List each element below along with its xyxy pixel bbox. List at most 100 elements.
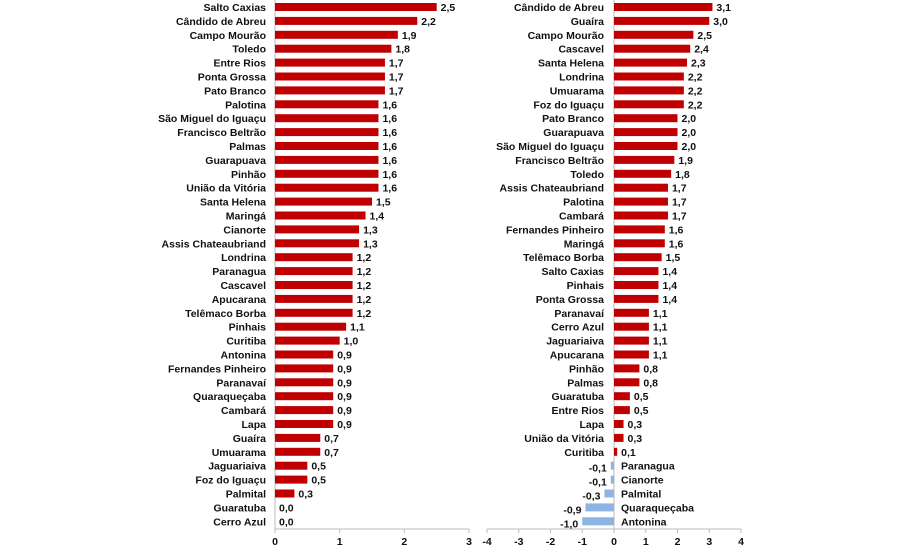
bar [614, 350, 649, 359]
bar [275, 378, 334, 387]
data-label: 1,4 [662, 280, 677, 292]
data-label: 2,0 [682, 113, 697, 125]
bar [614, 225, 665, 234]
data-label: 1,6 [382, 155, 397, 167]
bar [614, 433, 624, 442]
category-label: Entre Rios [551, 405, 604, 417]
category-label: Guarapuava [205, 155, 266, 167]
bar [614, 58, 688, 67]
bar [275, 142, 379, 150]
data-label: 1,3 [363, 238, 378, 250]
bar [614, 253, 662, 262]
data-label: 2,3 [691, 58, 706, 70]
bar [614, 100, 684, 109]
category-label: Foz do Iguaçu [533, 99, 604, 111]
x-tick-label: -4 [482, 536, 491, 548]
bar [275, 44, 392, 53]
data-label: 1,2 [357, 252, 372, 264]
data-label: 0,9 [337, 363, 352, 375]
data-label: 2,5 [697, 30, 712, 42]
data-label: 0,9 [337, 405, 352, 417]
data-label: 1,1 [653, 336, 668, 348]
bar [275, 128, 379, 137]
bar [614, 294, 659, 303]
category-label: Entre Rios [213, 58, 266, 70]
x-tick-label: 0 [272, 536, 278, 548]
category-label: Umuarama [550, 85, 604, 97]
bar [614, 142, 678, 150]
category-label: Paranagua [212, 266, 266, 278]
category-label: Cianorte [223, 224, 266, 236]
bar [275, 239, 360, 248]
category-label: Santa Helena [200, 197, 266, 209]
data-label: 1,4 [662, 294, 677, 306]
category-label: Toledo [232, 44, 266, 56]
category-label: Palmas [567, 377, 604, 389]
category-label: Pinhais [229, 322, 267, 334]
category-label: Guarapuava [543, 127, 604, 139]
bar-negative [582, 517, 614, 526]
x-tick-label: 4 [738, 536, 744, 548]
category-label: Guaratuba [551, 391, 604, 403]
bar [275, 336, 340, 345]
data-label: 1,9 [402, 30, 417, 42]
bar [275, 406, 334, 415]
bar [614, 44, 691, 53]
category-label: Cândido de Abreu [514, 2, 604, 14]
category-label: Salto Caxias [204, 2, 267, 14]
data-label: -0,1 [589, 463, 607, 475]
x-tick-label: 1 [643, 536, 649, 548]
category-label: Apucarana [550, 350, 604, 362]
data-label: 1,6 [382, 127, 397, 139]
category-label: Paranagua [621, 461, 675, 473]
category-label: Santa Helena [538, 58, 604, 70]
bar [275, 183, 379, 192]
bar [614, 392, 630, 401]
bar-negative [610, 461, 614, 470]
data-label: 1,6 [382, 183, 397, 195]
category-label: Maringá [564, 238, 604, 250]
category-label: Maringá [226, 211, 266, 223]
data-label: 0,9 [337, 377, 352, 389]
data-label: -0,3 [582, 491, 600, 503]
category-label: Quaraqueçaba [193, 391, 266, 403]
data-label: 1,2 [357, 266, 372, 278]
x-tick-label: -3 [514, 536, 523, 548]
bar [275, 364, 334, 373]
category-label: Campo Mourão [190, 30, 266, 42]
category-label: Guaíra [571, 16, 604, 28]
category-label: São Miguel do Iguaçu [158, 113, 266, 125]
category-label: Palotina [563, 197, 604, 209]
bar [614, 406, 630, 415]
data-label: 0,3 [298, 489, 313, 501]
category-label: Palmas [229, 141, 266, 153]
category-label: Curitiba [226, 336, 266, 348]
x-tick-label: 2 [675, 536, 681, 548]
bar [275, 72, 385, 81]
data-label: 1,6 [382, 113, 397, 125]
category-label: Cambará [559, 211, 604, 223]
category-label: Cascavel [558, 44, 604, 56]
category-label: Lapa [579, 419, 604, 431]
bar [614, 322, 649, 331]
category-label: Palotina [225, 99, 266, 111]
bar [275, 392, 334, 401]
data-label: 0,9 [337, 419, 352, 431]
category-label: Pinhão [569, 363, 604, 375]
bar [275, 475, 308, 484]
data-label: 0,3 [628, 419, 643, 431]
bar [614, 169, 672, 178]
data-label: -0,1 [589, 477, 607, 489]
category-label: Quaraqueçaba [621, 502, 694, 514]
data-label: 2,0 [682, 127, 697, 139]
category-label: Cerro Azul [551, 322, 604, 334]
x-tick-label: 3 [706, 536, 712, 548]
category-label: Toledo [570, 169, 604, 181]
data-label: 0,3 [628, 433, 643, 445]
data-label: 0,8 [643, 363, 658, 375]
data-label: 0,9 [337, 391, 352, 403]
data-label: 1,1 [653, 322, 668, 334]
data-label: 0,7 [324, 447, 339, 459]
data-label: 1,1 [653, 308, 668, 320]
data-label: 1,5 [376, 197, 391, 209]
